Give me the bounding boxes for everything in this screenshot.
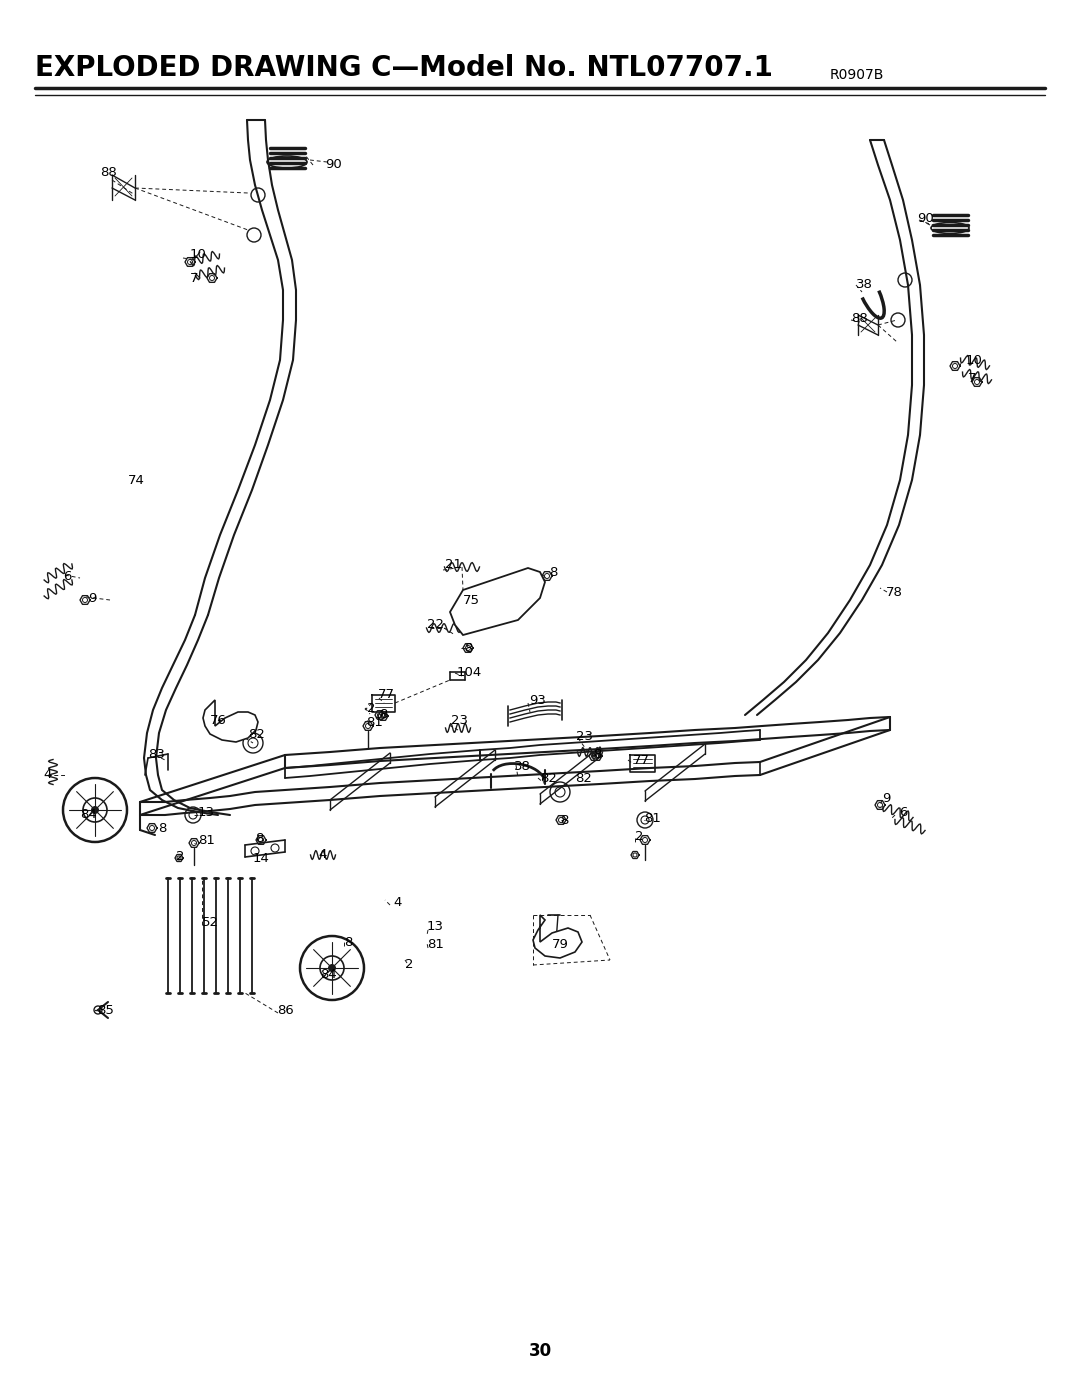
Text: 88: 88 xyxy=(100,166,117,179)
Text: 8: 8 xyxy=(464,641,472,655)
Text: 84: 84 xyxy=(320,968,337,982)
Text: 2: 2 xyxy=(176,851,185,863)
Text: 81: 81 xyxy=(427,939,444,951)
Text: 79: 79 xyxy=(552,939,569,951)
Text: 81: 81 xyxy=(644,812,661,824)
Text: 8: 8 xyxy=(561,813,568,827)
Text: 83: 83 xyxy=(148,747,165,760)
Text: 8: 8 xyxy=(158,821,166,834)
Circle shape xyxy=(328,964,336,972)
Text: 4: 4 xyxy=(393,897,402,909)
Text: 8: 8 xyxy=(379,708,388,721)
Text: 13: 13 xyxy=(198,806,215,819)
Text: 14: 14 xyxy=(253,852,270,865)
Text: 30: 30 xyxy=(528,1343,552,1361)
Text: 23: 23 xyxy=(451,714,468,726)
Text: 82: 82 xyxy=(248,728,265,742)
Text: 2: 2 xyxy=(405,958,414,971)
Text: 8: 8 xyxy=(255,831,264,845)
Polygon shape xyxy=(203,700,258,742)
Polygon shape xyxy=(534,915,582,958)
Text: 74: 74 xyxy=(129,474,145,486)
Circle shape xyxy=(91,806,99,814)
Text: 4: 4 xyxy=(43,768,52,781)
Text: 2: 2 xyxy=(367,701,376,714)
Text: R0907B: R0907B xyxy=(831,68,885,82)
Text: 88: 88 xyxy=(851,312,867,324)
Text: 8: 8 xyxy=(593,747,602,760)
Text: 75: 75 xyxy=(463,594,480,606)
Text: 81: 81 xyxy=(366,715,383,728)
Text: EXPLODED DRAWING C—Model No. NTL07707.1: EXPLODED DRAWING C—Model No. NTL07707.1 xyxy=(35,54,773,82)
Text: 77: 77 xyxy=(633,753,650,767)
Text: 86: 86 xyxy=(276,1003,294,1017)
Text: 6: 6 xyxy=(63,570,71,584)
Text: 13: 13 xyxy=(427,921,444,933)
Polygon shape xyxy=(450,569,545,636)
Text: 90: 90 xyxy=(917,211,934,225)
Text: 6: 6 xyxy=(899,806,907,820)
Text: 82: 82 xyxy=(540,771,557,785)
Text: 8: 8 xyxy=(549,567,557,580)
Text: 8: 8 xyxy=(345,936,352,950)
Text: 84: 84 xyxy=(80,809,97,821)
Text: 77: 77 xyxy=(378,689,395,701)
Text: 9: 9 xyxy=(882,792,890,805)
Text: 10: 10 xyxy=(190,249,207,261)
Text: 85: 85 xyxy=(97,1003,113,1017)
Text: 7: 7 xyxy=(968,372,976,384)
Text: 9: 9 xyxy=(87,591,96,605)
Text: 82: 82 xyxy=(575,771,592,785)
Text: 4: 4 xyxy=(318,848,326,862)
Text: 104: 104 xyxy=(457,666,483,679)
Text: 90: 90 xyxy=(325,158,341,172)
Text: 10: 10 xyxy=(966,353,983,366)
Text: 78: 78 xyxy=(886,585,903,598)
Text: 38: 38 xyxy=(514,760,531,774)
Text: 7: 7 xyxy=(190,271,199,285)
Text: 76: 76 xyxy=(210,714,227,726)
Text: 81: 81 xyxy=(198,834,215,847)
Text: 22: 22 xyxy=(427,619,444,631)
Text: 52: 52 xyxy=(202,915,219,929)
Text: 23: 23 xyxy=(576,729,593,742)
Text: 38: 38 xyxy=(856,278,873,291)
Text: 21: 21 xyxy=(445,559,462,571)
Text: 2: 2 xyxy=(635,830,644,842)
Text: 93: 93 xyxy=(529,693,545,707)
